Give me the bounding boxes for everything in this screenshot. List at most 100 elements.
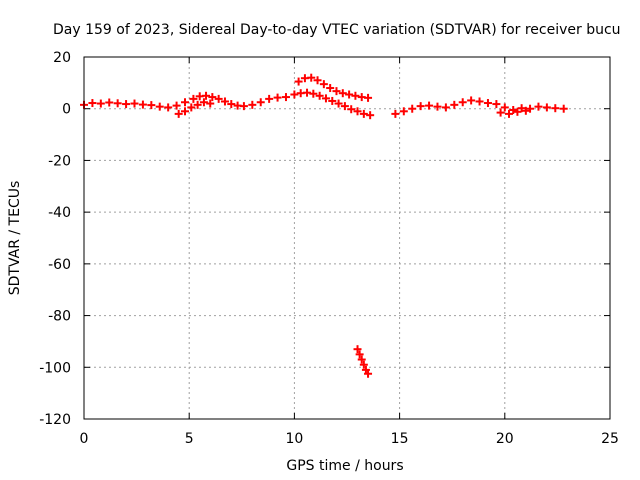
y-tick-label: -20 [48,153,71,169]
data-point [345,90,354,99]
data-point [96,99,105,108]
data-point [542,103,551,112]
data-point [433,102,442,111]
data-point [408,104,417,113]
data-point [138,100,147,109]
data-point [227,100,236,109]
data-point [294,77,303,86]
data-point [496,108,505,117]
data-point [328,96,337,105]
y-tick-label: -60 [48,257,71,273]
data-point [534,102,543,111]
x-tick-label: 25 [601,431,619,447]
data-point [290,90,299,99]
data-point [513,107,522,116]
data-point [500,103,509,112]
y-tick-label: -80 [48,309,71,325]
data-point [130,99,139,108]
data-point [458,98,467,107]
data-point [467,96,476,105]
x-tick-label: 20 [496,431,514,447]
data-point [206,99,215,108]
data-point [559,104,568,113]
data-point [239,102,248,111]
x-tick-label: 0 [80,431,89,447]
data-point [353,345,362,354]
x-tick-labels: 0 5 10 15 20 25 [80,431,619,447]
data-point [521,106,530,115]
data-point [122,100,131,109]
x-axis-label: GPS time / hours [286,458,403,474]
data-point [353,107,362,116]
data-point [180,98,189,107]
data-point [366,111,375,120]
data-point [313,76,322,85]
data-point [180,107,189,116]
data-point [355,350,364,359]
data-point [517,104,526,113]
data-point [193,100,202,109]
chart-title: Day 159 of 2023, Sidereal Day-to-day VTE… [53,22,621,38]
data-point [425,101,434,110]
data-point [338,89,347,98]
data-point [199,98,208,107]
data-point [326,84,335,93]
data-point [256,98,265,107]
data-point [332,87,341,96]
data-point [174,109,183,118]
data-point [334,99,343,108]
data-point [505,109,514,118]
data-point [509,106,518,115]
data-point [214,94,223,103]
data-point [340,102,349,111]
y-tick-label: -120 [39,412,71,428]
data-point [416,102,425,111]
data-point [309,89,318,98]
y-tick-label: -40 [48,205,71,221]
data-point [265,94,274,103]
data-point [347,105,356,114]
data-points [80,73,568,378]
data-point [315,91,324,100]
data-point [364,369,373,378]
y-tick-labels: -120 -100 -80 -60 -40 -20 0 20 [39,50,71,428]
data-point [359,360,368,369]
plot-frame [83,56,611,420]
data-point [399,107,408,116]
data-point [357,355,366,364]
data-point [187,103,196,112]
data-point [88,99,97,108]
data-point [220,97,229,106]
data-point [321,94,330,103]
data-point [364,93,373,102]
data-point [273,93,282,102]
data-point [113,99,122,108]
data-point [441,103,450,112]
x-tick-label: 15 [391,431,409,447]
data-point [483,99,492,108]
data-point [208,93,217,102]
y-tick-label: -100 [39,360,71,376]
y-tick-label: 20 [53,50,71,66]
data-point [391,109,400,118]
x-tick-label: 5 [185,431,194,447]
data-point [303,88,312,97]
data-point [248,100,257,109]
data-point [475,97,484,106]
data-point [359,109,368,118]
data-point [164,103,173,112]
axis-ticks [83,56,611,420]
grid-lines [84,57,610,419]
data-point [189,94,198,103]
data-point [307,73,316,82]
data-point [147,101,156,110]
data-point [526,104,535,113]
data-point [351,91,360,100]
data-point [105,98,114,107]
data-point [450,100,459,109]
y-axis-label: SDTVAR / TECUs [7,181,23,296]
data-point [551,104,560,113]
data-point [319,80,328,89]
data-point [202,91,211,100]
